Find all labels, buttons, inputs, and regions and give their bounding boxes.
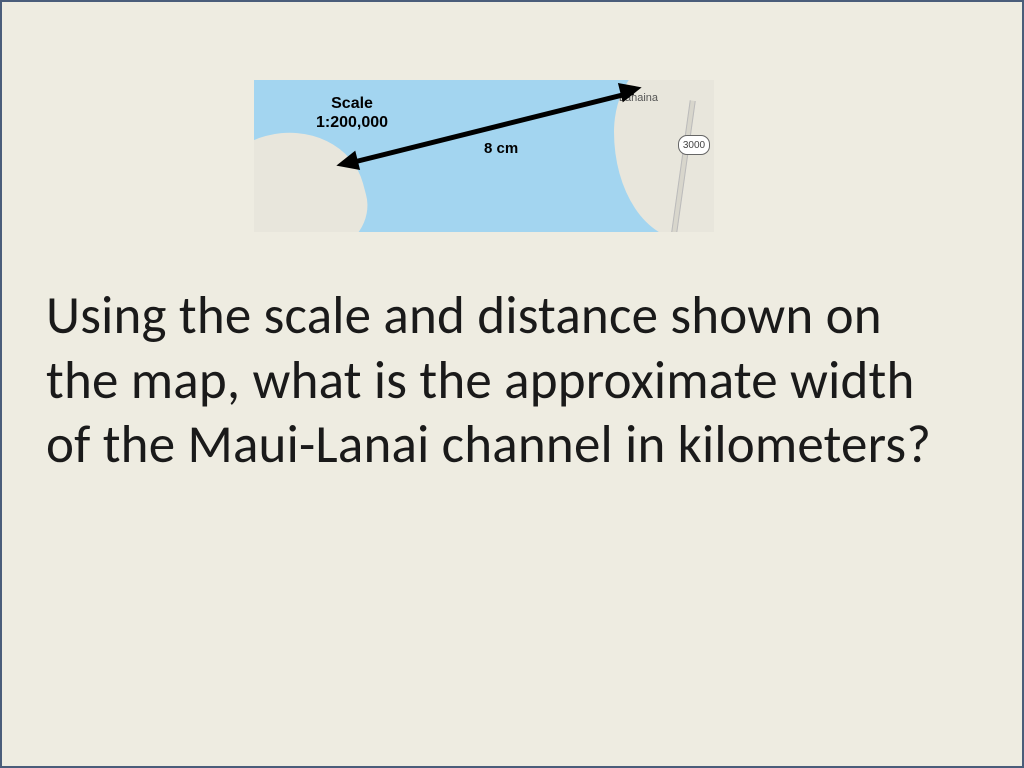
land-lanai <box>254 115 378 232</box>
map-image: Scale 1:200,000 Lahaina 3000 8 cm <box>254 80 714 232</box>
route-badge: 3000 <box>678 135 710 155</box>
scale-label-line1: Scale <box>316 94 388 113</box>
scale-label-line2: 1:200,000 <box>316 113 388 132</box>
question-text: Using the scale and distance shown on th… <box>46 284 966 478</box>
distance-label: 8 cm <box>484 140 518 157</box>
map-scale-text: Scale 1:200,000 <box>316 94 388 132</box>
